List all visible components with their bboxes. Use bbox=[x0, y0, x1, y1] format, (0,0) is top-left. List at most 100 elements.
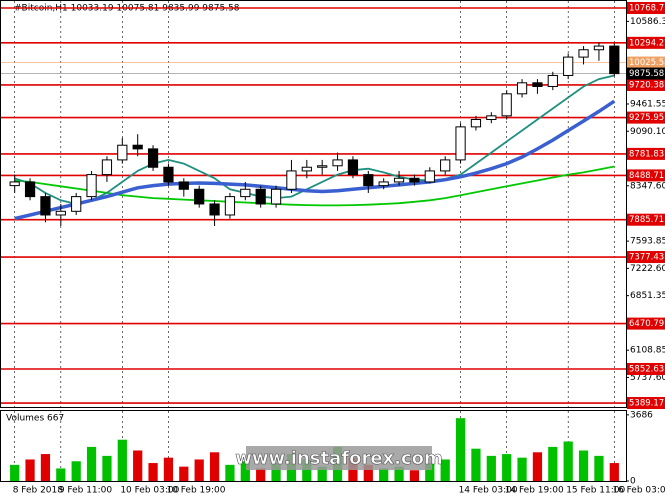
level-label: 7377.43 bbox=[629, 253, 664, 263]
volume-bar bbox=[548, 446, 558, 481]
level-label: 7885.71 bbox=[629, 215, 664, 225]
watermark-box: www.instaforex.com bbox=[235, 446, 443, 470]
watermark: www.instaforex.com bbox=[235, 448, 443, 469]
volume-bar bbox=[532, 452, 543, 481]
volume-bar bbox=[25, 459, 35, 481]
candle-body bbox=[55, 210, 66, 216]
candle-body bbox=[593, 45, 605, 51]
volume-bar bbox=[179, 466, 189, 481]
volume-bar bbox=[363, 464, 373, 481]
level-label: 10768.71 bbox=[629, 3, 665, 13]
volume-bar bbox=[471, 448, 481, 481]
ma-line bbox=[14, 74, 615, 205]
candle-body bbox=[347, 159, 359, 176]
candle-body bbox=[270, 188, 282, 205]
level-tag bbox=[627, 1, 665, 14]
candle-body bbox=[194, 188, 205, 205]
price-pane bbox=[0, 0, 627, 408]
volume-bar bbox=[440, 459, 450, 481]
candle-body bbox=[163, 166, 174, 183]
x-tick-label: 8 Feb 2018 bbox=[13, 486, 64, 496]
y-tick-label: 9461.55 bbox=[630, 99, 665, 109]
volume-bar bbox=[240, 461, 250, 481]
volume-bar bbox=[594, 455, 604, 481]
x-tick-label: 9 Feb 11:00 bbox=[59, 486, 113, 496]
level-label: 9720.38 bbox=[629, 80, 664, 90]
y-tick-label: 5737.60 bbox=[630, 373, 665, 383]
candle-body bbox=[440, 159, 451, 172]
candle-body bbox=[424, 170, 435, 183]
level-tag bbox=[627, 169, 665, 182]
candle-body bbox=[317, 165, 328, 168]
candle-body bbox=[470, 119, 482, 128]
ask-label: 10025.58 bbox=[629, 58, 665, 68]
volume-bar bbox=[133, 450, 143, 481]
candle-body bbox=[609, 45, 620, 75]
volume-bar bbox=[102, 455, 112, 481]
y-tick-label: 6851.35 bbox=[630, 291, 665, 301]
y-tick-label: 8347.60 bbox=[630, 181, 665, 191]
volume-bar bbox=[394, 466, 404, 481]
level-tag bbox=[627, 317, 665, 330]
x-tick-label: 16 Feb 03:00 bbox=[612, 486, 665, 496]
volume-bar bbox=[486, 455, 496, 481]
level-tag bbox=[627, 111, 665, 124]
candle-body bbox=[501, 93, 512, 117]
candle-body bbox=[101, 159, 113, 176]
watermark-bg bbox=[246, 446, 432, 470]
level-label: 5852.63 bbox=[629, 364, 664, 374]
volume-bar bbox=[209, 452, 220, 481]
candle-body bbox=[516, 82, 528, 95]
volume-bar bbox=[163, 457, 174, 481]
volume-bar bbox=[455, 418, 466, 481]
x-tick-label: 10 Feb 19:00 bbox=[166, 486, 225, 496]
x-tick-label: 14 Feb 19:00 bbox=[505, 486, 564, 496]
candle-body bbox=[455, 126, 466, 161]
volume-bar bbox=[10, 464, 20, 481]
bid-tag bbox=[627, 67, 665, 80]
level-label: 8781.83 bbox=[629, 149, 664, 159]
volume-bar bbox=[256, 468, 266, 481]
candle-body bbox=[147, 148, 159, 168]
candle-body bbox=[224, 196, 236, 216]
candle-body bbox=[286, 170, 297, 190]
volume-bar bbox=[271, 463, 281, 481]
volume-bar bbox=[148, 463, 158, 481]
bid-label: 9875.58 bbox=[629, 69, 664, 79]
candle-body bbox=[547, 74, 558, 87]
level-tag bbox=[627, 251, 665, 264]
candle-body bbox=[117, 144, 128, 161]
candle-body bbox=[363, 174, 374, 187]
volume-bar bbox=[409, 470, 420, 481]
volume-bar bbox=[563, 441, 573, 481]
candle-body bbox=[578, 49, 589, 58]
x-tick-label: 10 Feb 03:00 bbox=[120, 486, 179, 496]
candle-body bbox=[563, 56, 574, 76]
candle-body bbox=[486, 115, 497, 121]
x-tick-label: 14 Feb 03:00 bbox=[459, 486, 518, 496]
volume-bar bbox=[517, 457, 527, 481]
level-tag bbox=[627, 78, 665, 91]
y-tick-label: 9090.10 bbox=[630, 127, 665, 137]
candle-body bbox=[40, 196, 51, 216]
level-tag bbox=[627, 213, 665, 226]
level-label: 10294.27 bbox=[629, 38, 665, 48]
y-tick-label: 7593.85 bbox=[630, 237, 665, 247]
volume-pane bbox=[0, 410, 627, 482]
volume-bar bbox=[71, 461, 81, 481]
volume-bar bbox=[317, 466, 327, 481]
level-label: 5389.17 bbox=[629, 399, 664, 409]
volume-bar bbox=[225, 464, 235, 481]
candle-body bbox=[378, 181, 389, 187]
volume-label: Volumes 667 bbox=[6, 414, 64, 424]
candle-body bbox=[71, 196, 82, 212]
volume-bar bbox=[86, 446, 97, 481]
level-tag bbox=[627, 147, 665, 160]
volume-bar bbox=[502, 454, 512, 481]
volume-tick-label: 3686 bbox=[630, 410, 653, 420]
y-tick-label: 7222.60 bbox=[630, 264, 665, 274]
level-tag bbox=[627, 397, 665, 410]
level-tag bbox=[627, 36, 665, 49]
volume-bar bbox=[302, 459, 312, 481]
volume-bar bbox=[117, 439, 127, 481]
